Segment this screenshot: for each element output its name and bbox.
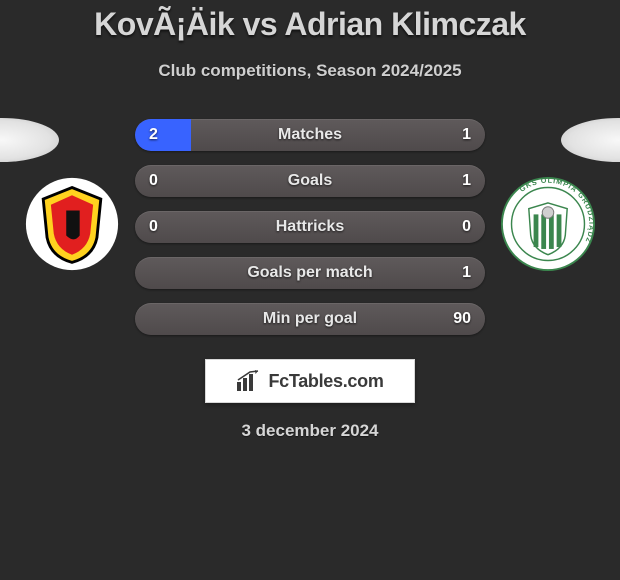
stat-value-left: 0 [149,172,158,190]
brand-chart-icon [236,370,262,392]
stat-value-left: 2 [149,126,158,144]
stat-row: Hattricks 0 0 [135,211,485,243]
stat-row: Goals 0 1 [135,165,485,197]
card-title: KovÃ¡Äik vs Adrian Klimczak [94,6,526,43]
stat-row: Min per goal 90 [135,303,485,335]
stat-rows: Matches 2 1 Goals 0 1 Hattricks 0 0 Goals per mat… [135,119,485,335]
stat-value-right: 0 [462,218,471,236]
stat-label: Goals [288,172,332,190]
stat-label: Goals per match [247,264,372,282]
stat-value-right: 1 [462,264,471,282]
stat-value-right: 90 [453,310,471,328]
stat-label: Hattricks [276,218,344,236]
stat-row: Goals per match 1 [135,257,485,289]
brand-text: FcTables.com [268,371,383,392]
card-date: 3 december 2024 [241,421,378,441]
card-subtitle: Club competitions, Season 2024/2025 [158,61,461,81]
left-club-badge [24,176,120,272]
stat-value-left: 0 [149,218,158,236]
stat-label: Matches [278,126,342,144]
right-club-badge: GKS OLIMPIA GRUDZIĄDZ [500,176,596,272]
comparison-card: KovÃ¡Äik vs Adrian Klimczak Club competi… [0,0,620,580]
left-flag-ellipse [0,118,59,162]
right-flag-ellipse [561,118,620,162]
stat-row: Matches 2 1 [135,119,485,151]
stat-value-right: 1 [462,126,471,144]
stat-label: Min per goal [263,310,357,328]
brand-box: FcTables.com [205,359,415,403]
stat-value-right: 1 [462,172,471,190]
stat-fill-left [135,119,191,151]
